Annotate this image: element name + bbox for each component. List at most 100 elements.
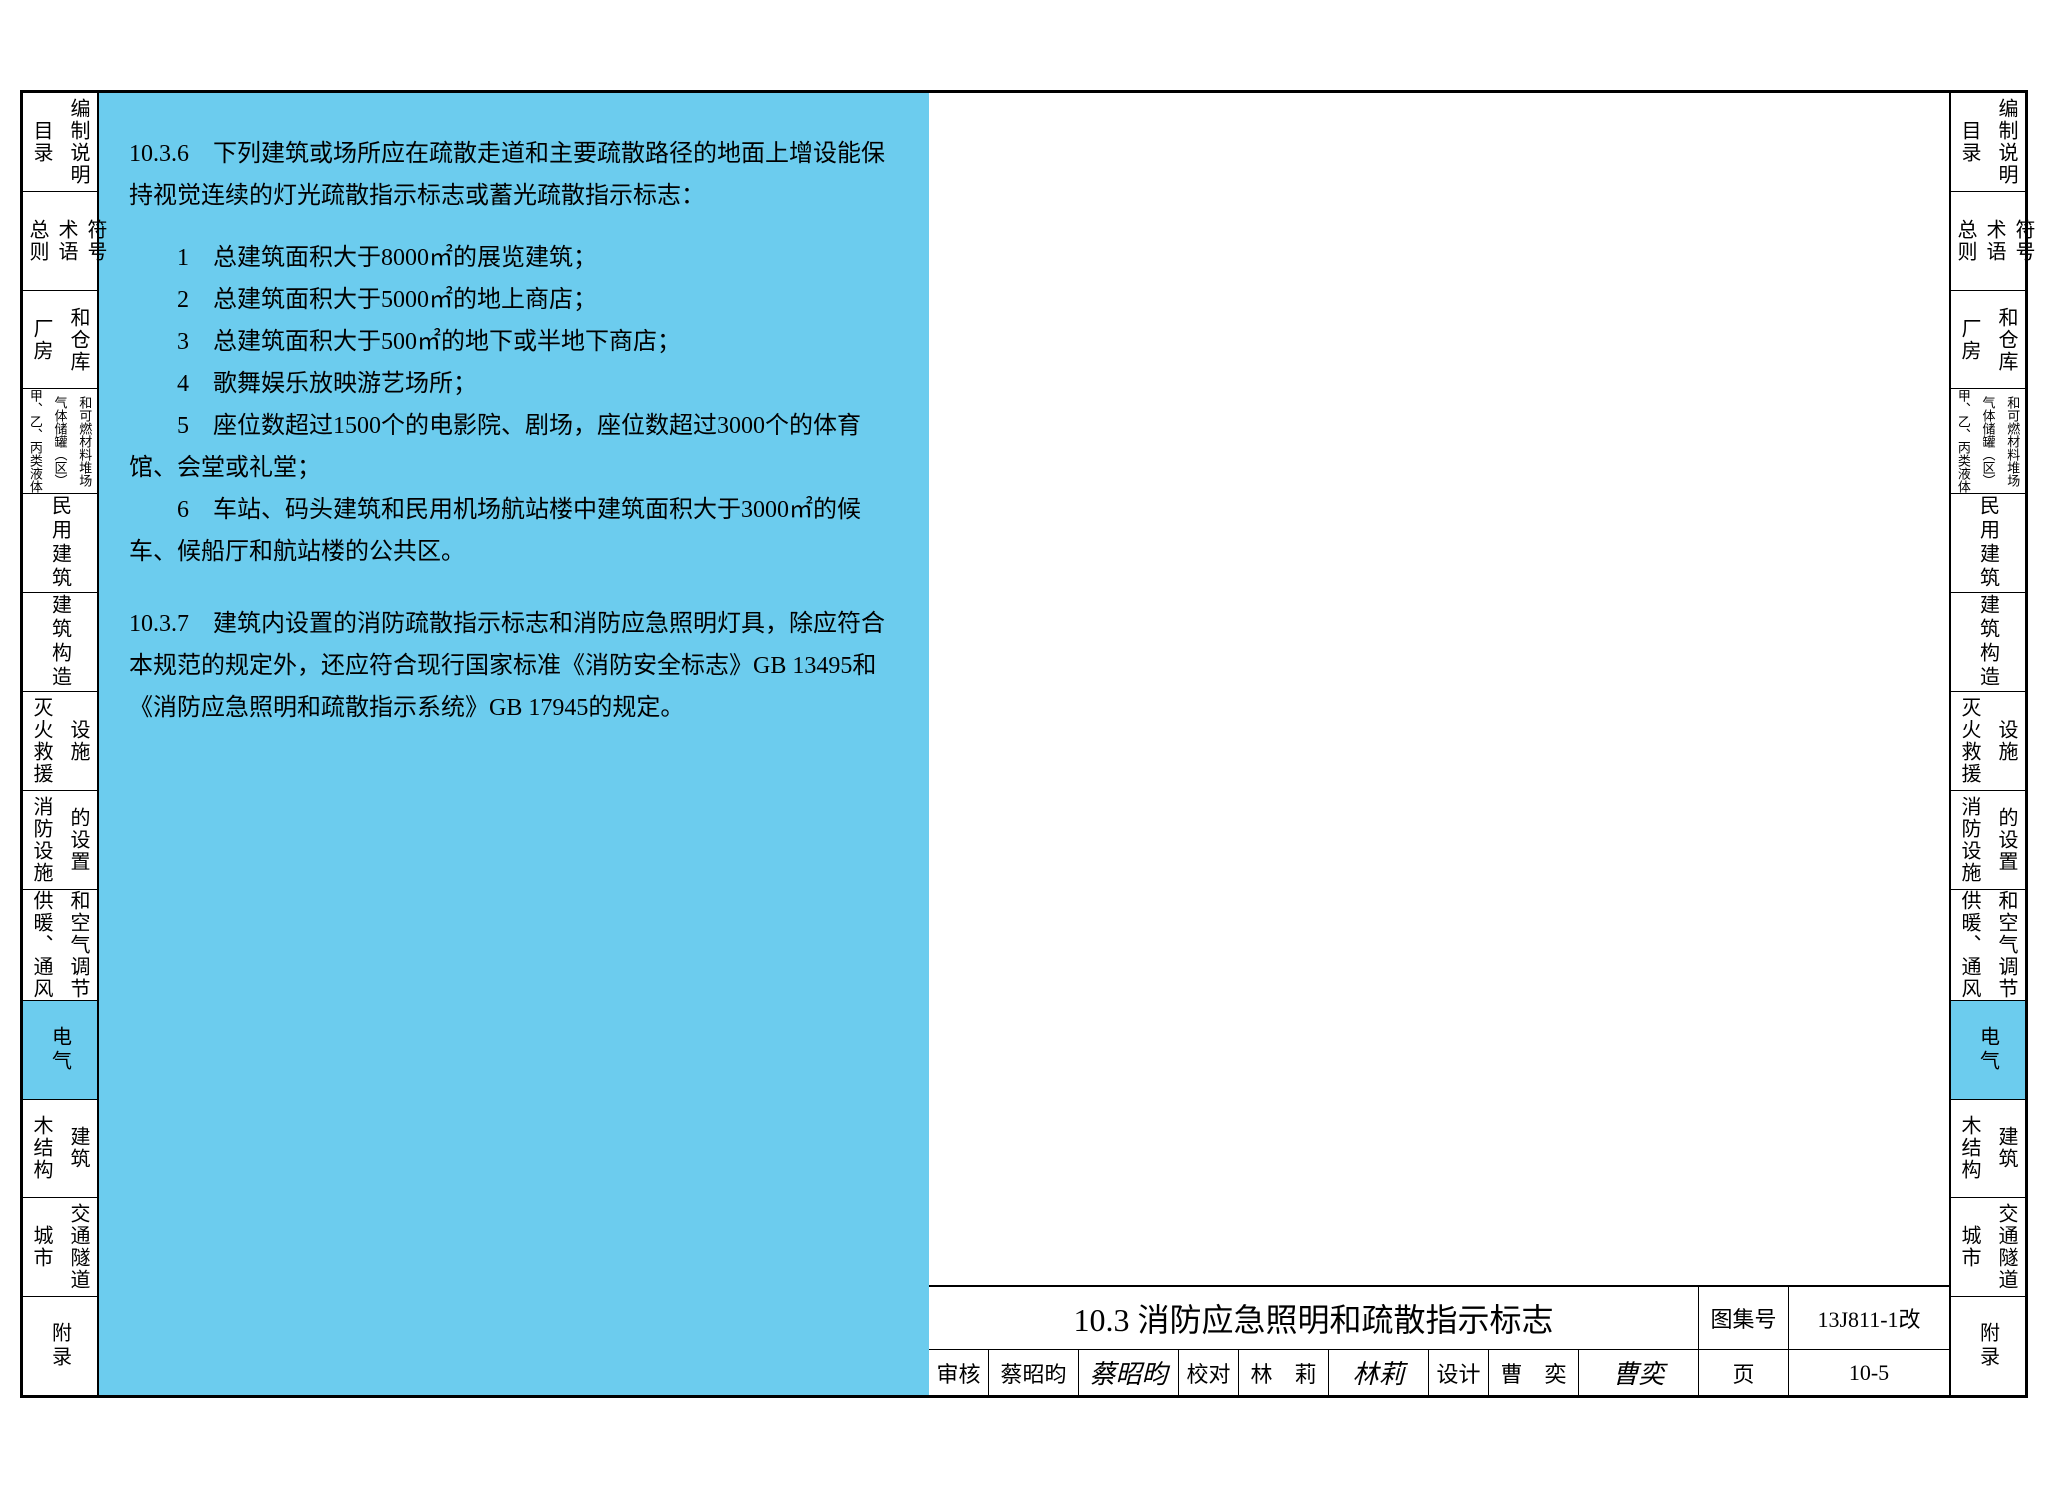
atlas-label: 图集号: [1699, 1287, 1789, 1349]
index-tab[interactable]: 城市交通隧道: [23, 1198, 97, 1297]
index-tab[interactable]: 建筑构造: [23, 593, 97, 692]
tab-label: 和空气调节: [60, 890, 97, 1000]
tab-label: 木结构: [1951, 1100, 1988, 1198]
review-signature: 蔡昭昀: [1079, 1350, 1179, 1395]
index-tab[interactable]: 民用建筑: [23, 494, 97, 593]
right-page-blank: [929, 93, 1949, 1285]
tab-label: 建筑构造: [46, 594, 75, 690]
tab-label: 厂房: [23, 291, 60, 389]
index-tab[interactable]: 灭火救援设施: [1951, 692, 2025, 791]
right-index-tabs: 目录编制说明总则术语符号厂房和仓库甲、乙、丙类液体气体储罐（区）和可燃材料堆场民…: [1949, 93, 2025, 1395]
right-page: 10.3 消防应急照明和疏散指示标志 图集号 13J811-1改 审核 蔡昭昀 …: [929, 93, 1949, 1395]
design-label: 设计: [1429, 1350, 1489, 1395]
index-tab[interactable]: 电气: [23, 1001, 97, 1100]
tab-label: 和可燃材料堆场: [72, 389, 97, 493]
index-tab[interactable]: 城市交通隧道: [1951, 1198, 2025, 1297]
design-name: 曹 奕: [1489, 1350, 1579, 1395]
tab-label: 附录: [46, 1322, 75, 1370]
check-name: 林 莉: [1239, 1350, 1329, 1395]
index-tab[interactable]: 总则术语符号: [23, 192, 97, 291]
tab-label: 气体储罐（区）: [48, 389, 73, 493]
index-tab[interactable]: 供暖、通风和空气调节: [23, 890, 97, 1001]
title-row-1: 10.3 消防应急照明和疏散指示标志 图集号 13J811-1改: [929, 1287, 1949, 1350]
tab-label: 总则: [23, 192, 52, 290]
tab-label: 电气: [46, 1026, 75, 1074]
tab-label: 目录: [1951, 93, 1988, 191]
tab-label: 建筑构造: [1974, 594, 2003, 690]
tab-label: 灭火救援: [1951, 692, 1988, 790]
left-index-tabs: 目录编制说明总则术语符号厂房和仓库甲、乙、丙类液体气体储罐（区）和可燃材料堆场民…: [23, 93, 99, 1395]
drawing-frame: 目录编制说明总则术语符号厂房和仓库甲、乙、丙类液体气体储罐（区）和可燃材料堆场民…: [20, 90, 2028, 1398]
tab-label: 符号: [2009, 192, 2038, 290]
tab-label: 符号: [81, 192, 110, 290]
clause-item: 5 座位数超过1500个的电影院、剧场，座位数超过3000个的体育馆、会堂或礼堂…: [129, 405, 899, 489]
index-tab[interactable]: 民用建筑: [1951, 494, 2025, 593]
index-tab[interactable]: 附录: [23, 1297, 97, 1395]
review-name: 蔡昭昀: [989, 1350, 1079, 1395]
index-tab[interactable]: 电气: [1951, 1001, 2025, 1100]
tab-label: 设施: [1988, 692, 2025, 790]
design-signature: 曹奕: [1579, 1350, 1699, 1395]
tab-label: 和空气调节: [1988, 890, 2025, 1000]
index-tab[interactable]: 总则术语符号: [1951, 192, 2025, 291]
atlas-value: 13J811-1改: [1789, 1287, 1949, 1349]
check-signature: 林莉: [1329, 1350, 1429, 1395]
tab-label: 术语: [52, 192, 81, 290]
tab-label: 和仓库: [1988, 291, 2025, 389]
tab-label: 交通隧道: [60, 1198, 97, 1296]
tab-label: 的设置: [60, 791, 97, 889]
index-tab[interactable]: 甲、乙、丙类液体气体储罐（区）和可燃材料堆场: [1951, 389, 2025, 494]
index-tab[interactable]: 灭火救援设施: [23, 692, 97, 791]
index-tab[interactable]: 厂房和仓库: [23, 291, 97, 390]
review-label: 审核: [929, 1350, 989, 1395]
title-row-2: 审核 蔡昭昀 蔡昭昀 校对 林 莉 林莉 设计 曹 奕 曹奕 页 10-5: [929, 1350, 1949, 1395]
index-tab[interactable]: 目录编制说明: [1951, 93, 2025, 192]
index-tab[interactable]: 消防设施的设置: [1951, 791, 2025, 890]
tab-label: 厂房: [1951, 291, 1988, 389]
tab-label: 供暖、通风: [23, 890, 60, 1000]
tab-label: 和仓库: [60, 291, 97, 389]
index-tab[interactable]: 目录编制说明: [23, 93, 97, 192]
page-value: 10-5: [1789, 1350, 1949, 1395]
index-tab[interactable]: 木结构建筑: [1951, 1100, 2025, 1199]
tab-label: 建筑: [60, 1100, 97, 1198]
tab-label: 的设置: [1988, 791, 2025, 889]
index-tab[interactable]: 木结构建筑: [23, 1100, 97, 1199]
tab-label: 设施: [60, 692, 97, 790]
clause-item: 1 总建筑面积大于8000㎡的展览建筑；: [129, 237, 899, 279]
tab-label: 气体储罐（区）: [1976, 389, 2001, 493]
index-tab[interactable]: 甲、乙、丙类液体气体储罐（区）和可燃材料堆场: [23, 389, 97, 494]
index-tab[interactable]: 附录: [1951, 1297, 2025, 1395]
tab-label: 总则: [1951, 192, 1980, 290]
section-title: 10.3 消防应急照明和疏散指示标志: [929, 1287, 1699, 1349]
tab-label: 建筑: [1988, 1100, 2025, 1198]
page-label: 页: [1699, 1350, 1789, 1395]
clause-item: 4 歌舞娱乐放映游艺场所；: [129, 363, 899, 405]
page-spread: 10.3.6 下列建筑或场所应在疏散走道和主要疏散路径的地面上增设能保持视觉连续…: [99, 93, 1949, 1395]
tab-label: 民用建筑: [46, 495, 75, 591]
tab-label: 交通隧道: [1988, 1198, 2025, 1296]
tab-label: 和可燃材料堆场: [2000, 389, 2025, 493]
tab-label: 消防设施: [23, 791, 60, 889]
clause-10-3-6-head: 10.3.6 下列建筑或场所应在疏散走道和主要疏散路径的地面上增设能保持视觉连续…: [129, 133, 899, 217]
index-tab[interactable]: 供暖、通风和空气调节: [1951, 890, 2025, 1001]
clause-item: 6 车站、码头建筑和民用机场航站楼中建筑面积大于3000㎡的候车、候船厅和航站楼…: [129, 489, 899, 573]
tab-label: 术语: [1980, 192, 2009, 290]
index-tab[interactable]: 建筑构造: [1951, 593, 2025, 692]
tab-label: 城市: [23, 1198, 60, 1296]
tab-label: 城市: [1951, 1198, 1988, 1296]
clause-item: 2 总建筑面积大于5000㎡的地上商店；: [129, 279, 899, 321]
tab-label: 甲、乙、丙类液体: [23, 389, 48, 493]
index-tab[interactable]: 消防设施的设置: [23, 791, 97, 890]
clause-10-3-6-items: 1 总建筑面积大于8000㎡的展览建筑；2 总建筑面积大于5000㎡的地上商店；…: [129, 237, 899, 573]
tab-label: 目录: [23, 93, 60, 191]
index-tab[interactable]: 厂房和仓库: [1951, 291, 2025, 390]
title-block: 10.3 消防应急照明和疏散指示标志 图集号 13J811-1改 审核 蔡昭昀 …: [929, 1285, 1949, 1395]
tab-label: 电气: [1974, 1026, 2003, 1074]
tab-label: 供暖、通风: [1951, 890, 1988, 1000]
left-page-content: 10.3.6 下列建筑或场所应在疏散走道和主要疏散路径的地面上增设能保持视觉连续…: [99, 93, 929, 1395]
tab-label: 编制说明: [60, 93, 97, 191]
tab-label: 木结构: [23, 1100, 60, 1198]
tab-label: 灭火救援: [23, 692, 60, 790]
clause-10-3-7: 10.3.7 建筑内设置的消防疏散指示标志和消防应急照明灯具，除应符合本规范的规…: [129, 603, 899, 729]
